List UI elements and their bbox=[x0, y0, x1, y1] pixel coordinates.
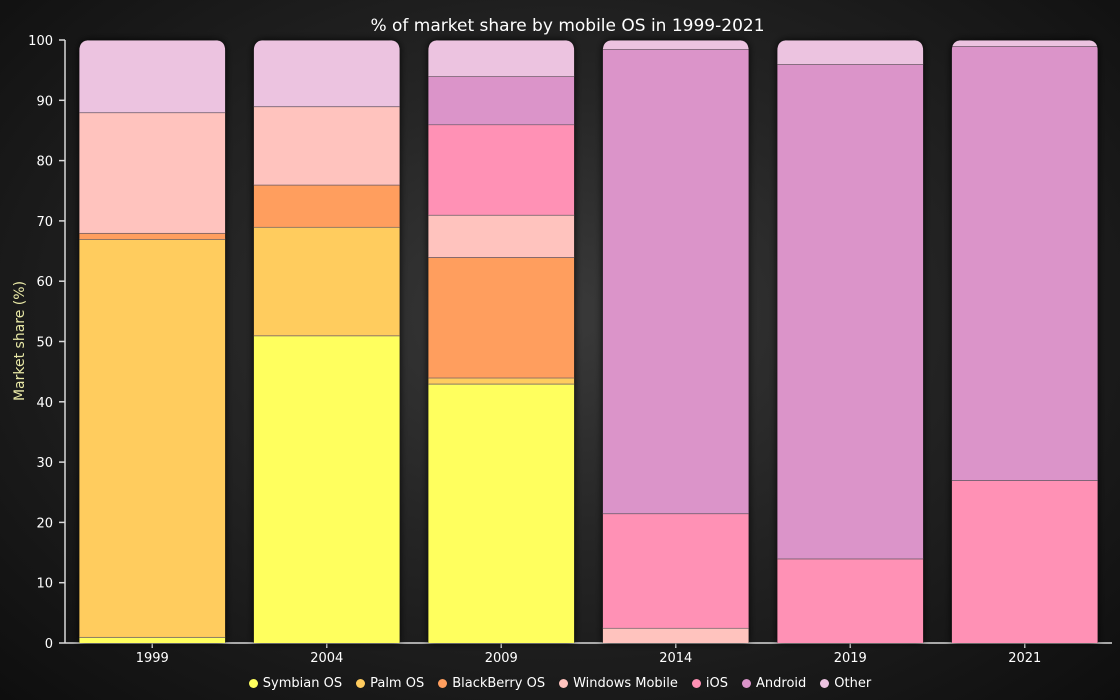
legend-swatch-icon bbox=[248, 679, 258, 688]
legend-item[interactable]: Other bbox=[820, 676, 871, 691]
legend-swatch-icon bbox=[742, 679, 752, 688]
bar-segment[interactable] bbox=[428, 124, 575, 215]
legend-swatch-icon bbox=[356, 679, 366, 688]
x-tick-label: 2004 bbox=[310, 651, 343, 666]
y-tick-label: 90 bbox=[36, 94, 53, 109]
x-tick-label: 2019 bbox=[834, 651, 867, 666]
legend-swatch-icon bbox=[820, 679, 830, 688]
bar-stack-1999[interactable] bbox=[79, 40, 226, 643]
bar-segment[interactable] bbox=[79, 112, 226, 233]
legend-item[interactable]: Palm OS bbox=[356, 676, 424, 691]
bar-stack-2004[interactable] bbox=[253, 40, 400, 643]
bar-segment[interactable] bbox=[253, 106, 400, 185]
y-tick-label: 30 bbox=[36, 456, 53, 471]
bar-segment[interactable] bbox=[428, 214, 575, 258]
bar-segment[interactable] bbox=[79, 40, 226, 113]
x-tick-label: 1999 bbox=[136, 651, 169, 666]
bar-segment[interactable] bbox=[777, 40, 924, 65]
bar-segment[interactable] bbox=[428, 377, 575, 384]
legend: Symbian OS Palm OS BlackBerry OS Windows Mo… bbox=[0, 676, 1120, 691]
legend-item[interactable]: Symbian OS bbox=[248, 676, 343, 691]
bar-segment[interactable] bbox=[951, 46, 1098, 481]
y-tick-label: 60 bbox=[36, 275, 53, 290]
bar-segment[interactable] bbox=[253, 335, 400, 643]
bar-segment[interactable] bbox=[602, 513, 749, 628]
legend-item[interactable]: iOS bbox=[691, 676, 729, 691]
legend-label: Android bbox=[756, 676, 807, 691]
bar-stack-2021[interactable] bbox=[951, 40, 1098, 643]
y-tick-label: 50 bbox=[36, 336, 53, 351]
x-tick-label: 2021 bbox=[1008, 651, 1041, 666]
legend-swatch-icon bbox=[691, 679, 701, 688]
bar-segment[interactable] bbox=[428, 257, 575, 378]
x-tick-label: 2014 bbox=[659, 651, 692, 666]
x-tick-label: 2009 bbox=[485, 651, 518, 666]
bar-segment[interactable] bbox=[253, 40, 400, 107]
y-tick-label: 10 bbox=[36, 577, 53, 592]
y-tick-label: 20 bbox=[36, 516, 53, 531]
y-tick-label: 100 bbox=[28, 34, 53, 49]
y-tick-label: 0 bbox=[45, 637, 53, 652]
bar-stack-2009[interactable] bbox=[428, 40, 575, 643]
bar-segment[interactable] bbox=[602, 40, 749, 50]
legend-label: Symbian OS bbox=[262, 676, 343, 691]
bar-segment[interactable] bbox=[602, 627, 749, 643]
bar-segment[interactable] bbox=[428, 40, 575, 77]
legend-label: Palm OS bbox=[370, 676, 425, 691]
bar-stack-2014[interactable] bbox=[602, 40, 749, 643]
bar-segment[interactable] bbox=[79, 636, 226, 643]
bar-segment[interactable] bbox=[79, 238, 226, 637]
legend-swatch-icon bbox=[438, 679, 448, 688]
chart-title: % of market share by mobile OS in 1999-2… bbox=[370, 16, 765, 36]
legend-label: iOS bbox=[705, 676, 729, 691]
legend-item[interactable]: Windows Mobile bbox=[559, 676, 678, 691]
bar-segment[interactable] bbox=[951, 40, 1098, 47]
bar-segment[interactable] bbox=[777, 64, 924, 559]
y-tick-label: 80 bbox=[36, 155, 53, 170]
bar-segment[interactable] bbox=[253, 184, 400, 227]
bar-segment[interactable] bbox=[79, 232, 226, 239]
bar-segment[interactable] bbox=[428, 383, 575, 643]
legend-label: Other bbox=[834, 676, 872, 691]
legend-item[interactable]: Android bbox=[742, 676, 806, 691]
y-tick-label: 40 bbox=[36, 396, 53, 411]
legend-swatch-icon bbox=[559, 679, 569, 688]
bar-segment[interactable] bbox=[777, 558, 924, 643]
bar-segment[interactable] bbox=[253, 226, 400, 336]
bar-segment[interactable] bbox=[951, 480, 1098, 643]
bar-segment[interactable] bbox=[428, 76, 575, 125]
y-tick-label: 70 bbox=[36, 215, 53, 230]
bar-stack-2019[interactable] bbox=[777, 40, 924, 643]
bar-segment[interactable] bbox=[602, 49, 749, 514]
legend-item[interactable]: BlackBerry OS bbox=[438, 676, 545, 691]
legend-label: BlackBerry OS bbox=[452, 676, 546, 691]
legend-label: Windows Mobile bbox=[573, 676, 678, 691]
